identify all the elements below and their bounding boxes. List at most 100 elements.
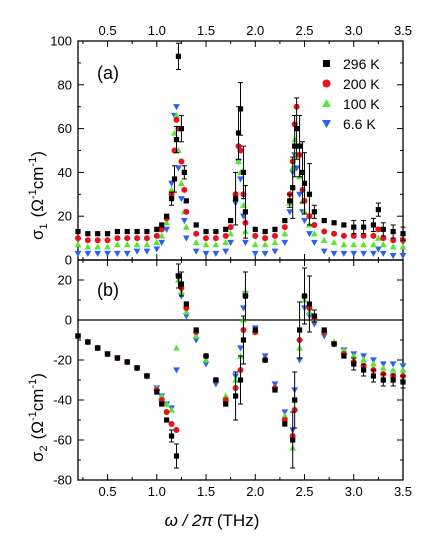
data-point xyxy=(104,231,111,237)
data-point xyxy=(237,176,244,183)
data-point xyxy=(154,389,160,395)
data-point xyxy=(212,381,220,388)
data-point xyxy=(74,241,82,248)
data-point xyxy=(271,232,278,239)
data-point xyxy=(114,235,121,242)
data-point xyxy=(228,217,234,224)
data-point xyxy=(202,241,210,248)
data-point xyxy=(134,365,140,371)
data-point xyxy=(320,248,328,255)
data-point xyxy=(390,237,397,244)
x-tick-label-top: 3.5 xyxy=(394,23,412,38)
data-point xyxy=(271,238,279,246)
data-point xyxy=(340,241,348,248)
data-point xyxy=(203,235,210,242)
data-point xyxy=(134,235,141,242)
data-point xyxy=(163,219,171,226)
data-point xyxy=(202,250,210,257)
data-point xyxy=(310,230,318,237)
legend-label-296k: 296 K xyxy=(343,56,380,72)
data-point xyxy=(360,353,368,360)
data-point xyxy=(182,313,190,320)
data-point xyxy=(379,361,387,368)
data-point xyxy=(168,406,175,413)
data-point xyxy=(168,180,175,187)
data-point xyxy=(192,337,200,344)
y-tick-label: 0 xyxy=(65,313,72,328)
data-point xyxy=(212,250,220,257)
x-tick-label: 2.0 xyxy=(246,484,264,499)
data-point xyxy=(370,232,377,239)
data-point xyxy=(104,243,111,250)
data-point xyxy=(84,250,92,257)
data-point xyxy=(144,228,150,235)
data-point xyxy=(193,222,199,228)
data-point xyxy=(94,250,102,257)
data-point xyxy=(379,250,387,257)
data-point xyxy=(158,226,165,233)
data-point xyxy=(399,366,407,373)
y-tick-label: -60 xyxy=(53,433,72,448)
data-point xyxy=(389,361,397,368)
data-point xyxy=(203,228,209,235)
data-point xyxy=(389,253,397,260)
x-tick-label-top: 1.0 xyxy=(148,23,166,38)
data-point xyxy=(389,243,397,250)
data-point xyxy=(75,228,81,235)
data-point xyxy=(227,239,235,246)
data-point xyxy=(178,196,185,203)
data-point xyxy=(104,351,111,357)
data-point xyxy=(379,241,387,248)
data-point xyxy=(399,363,407,370)
data-point xyxy=(262,235,269,242)
data-point xyxy=(227,230,235,237)
y-tick-label: 0 xyxy=(65,253,72,268)
data-point xyxy=(175,165,182,172)
data-point xyxy=(173,344,180,351)
data-point xyxy=(370,360,377,367)
data-point xyxy=(235,157,242,165)
data-point xyxy=(182,235,190,242)
x-tick-label: 2.5 xyxy=(295,484,313,499)
legend-marker-6-6k xyxy=(322,120,331,128)
y-tick-label: 20 xyxy=(58,273,72,288)
data-point xyxy=(360,250,368,257)
data-point xyxy=(178,179,185,186)
data-point xyxy=(330,250,338,257)
data-point xyxy=(261,250,269,257)
data-point xyxy=(164,417,170,423)
x-tick-label: 3.0 xyxy=(345,484,363,499)
data-point xyxy=(374,234,382,241)
data-point xyxy=(360,241,368,248)
panel-a-label: (a) xyxy=(97,63,119,83)
data-point xyxy=(192,332,200,339)
data-point xyxy=(252,327,258,333)
data-point xyxy=(223,401,229,407)
data-point xyxy=(114,228,120,235)
data-point xyxy=(311,221,318,228)
data-point xyxy=(168,421,175,427)
data-point xyxy=(296,191,303,198)
data-point xyxy=(281,239,289,246)
error-bars-296k xyxy=(169,263,406,469)
data-point xyxy=(182,223,190,230)
data-point xyxy=(360,356,368,363)
data-point xyxy=(321,217,327,224)
data-point xyxy=(399,253,407,260)
data-point xyxy=(193,230,200,237)
data-point xyxy=(173,111,180,119)
data-point xyxy=(173,427,180,433)
data-point xyxy=(133,248,141,255)
x-tick-label: 3.5 xyxy=(394,484,412,499)
data-point xyxy=(114,355,120,361)
data-point xyxy=(180,217,188,225)
data-point xyxy=(227,224,234,231)
data-point xyxy=(222,248,230,255)
data-point xyxy=(340,346,348,353)
data-point xyxy=(163,400,171,407)
data-point xyxy=(124,228,130,235)
data-point xyxy=(370,357,377,364)
y-tick-label: 80 xyxy=(58,77,72,92)
data-point xyxy=(222,238,230,246)
data-point xyxy=(95,345,101,351)
